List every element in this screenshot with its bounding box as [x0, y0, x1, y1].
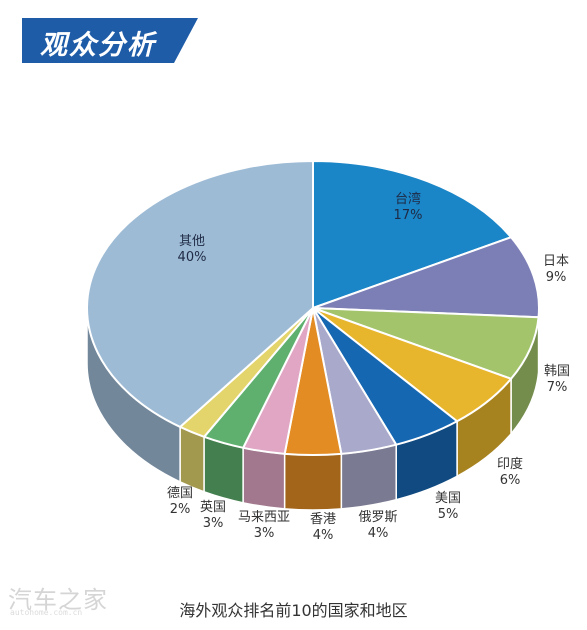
category-label: 德国 [167, 486, 193, 501]
category-label: 香港 [310, 512, 336, 527]
value-label: 7% [547, 380, 568, 395]
value-label: 6% [500, 473, 521, 488]
label-4: 印度6% [497, 456, 523, 488]
slice-10-side [179, 425, 205, 493]
watermark: 汽车之家 autohome.com.cn [8, 580, 158, 624]
value-label: 40% [178, 250, 207, 265]
slice-1-top [312, 160, 513, 309]
slice-7-side [283, 453, 343, 511]
label-2: 日本9% [543, 254, 569, 285]
label-5: 美国5% [435, 491, 461, 522]
label-9: 英国3% [200, 500, 226, 531]
slice-8-side [242, 446, 286, 510]
value-label: 9% [546, 270, 567, 285]
category-label: 马来西亚 [238, 510, 290, 525]
section-title: 观众分析 [40, 30, 156, 61]
watermark-url: autohome.com.cn [10, 608, 83, 617]
category-label: 其他 [179, 234, 205, 249]
label-7: 香港4% [310, 512, 336, 543]
slice-11-top [86, 160, 314, 428]
slice-6-side [340, 443, 397, 510]
value-label: 2% [170, 502, 191, 517]
slice-2-top [312, 236, 540, 319]
value-label: 4% [313, 528, 334, 543]
value-label: 4% [368, 526, 389, 541]
value-label: 3% [203, 516, 224, 531]
watermark-text: 汽车之家 [8, 586, 108, 614]
section-header: 观众分析 [22, 18, 198, 63]
category-label: 韩国 [544, 364, 570, 379]
label-3: 韩国7% [544, 364, 570, 395]
header-banner [22, 18, 198, 63]
label-10: 德国2% [167, 486, 193, 517]
category-label: 俄罗斯 [358, 510, 397, 525]
category-label: 美国 [435, 491, 461, 506]
category-label: 英国 [200, 500, 226, 515]
value-label: 17% [394, 208, 423, 223]
category-label: 台湾 [395, 191, 421, 207]
chart-caption: 海外观众排名前10的国家和地区 [179, 601, 408, 620]
value-label: 5% [438, 507, 459, 522]
category-label: 日本 [543, 254, 569, 269]
category-label: 印度 [497, 456, 523, 472]
value-label: 3% [254, 526, 275, 541]
